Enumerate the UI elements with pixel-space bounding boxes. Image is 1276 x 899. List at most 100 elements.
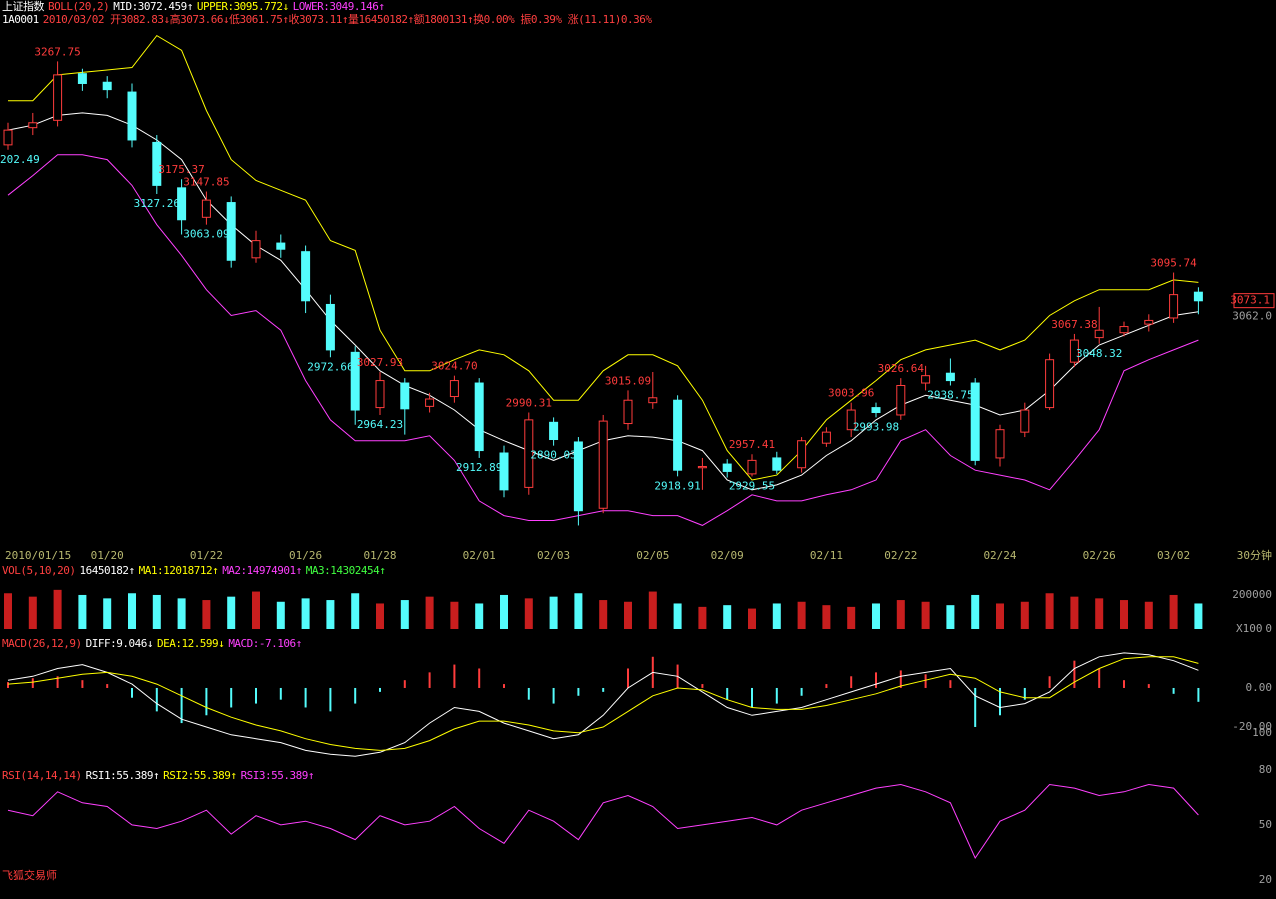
candle-body (201, 199, 211, 218)
header-item: VOL(5,10,20) (2, 564, 76, 577)
candle-body (524, 419, 534, 488)
header-item: MA2:14974901↑ (222, 564, 302, 577)
info-header: 1A0001 2010/03/02 开3082.83↓高3073.66↓低3061… (2, 13, 656, 26)
volume-bar (1169, 594, 1178, 629)
header-item: 1A0001 (2, 13, 39, 26)
candle-body (995, 429, 1005, 459)
low-label: 3048.32 (1076, 347, 1122, 360)
volume-bar (896, 600, 905, 629)
low-label: 3127.26 (134, 197, 180, 210)
volume-bar (28, 596, 37, 629)
candle-body (1144, 319, 1154, 325)
volume-bar (252, 591, 260, 629)
volume-bar (276, 601, 285, 629)
candle-body (127, 91, 137, 141)
low-label: 2964.23 (357, 418, 403, 431)
candle-body (797, 440, 807, 469)
volume-bar (400, 600, 409, 629)
y-tick-label: 0 (1265, 622, 1272, 635)
high-label: 3095.74 (1150, 257, 1197, 270)
y-tick-label: -20.00 (1232, 720, 1272, 733)
candle-body (425, 398, 435, 407)
volume-bar (599, 600, 608, 629)
volume-bar (78, 594, 87, 629)
candle-body (3, 129, 13, 146)
low-label: 2938.75 (927, 388, 973, 401)
candle-body (747, 459, 757, 475)
low-label: 3063.09 (183, 228, 229, 241)
candle-body (350, 351, 360, 411)
volume-bar (748, 608, 756, 629)
candle-body (970, 382, 980, 461)
candle-body (1045, 359, 1055, 409)
volume-bar (425, 596, 434, 629)
high-label: 3067.38 (1051, 318, 1097, 331)
y-tick-label: 80 (1259, 763, 1272, 776)
volume-bar (648, 591, 657, 629)
date-label: 02/24 (983, 549, 1016, 562)
volume-bar (549, 596, 558, 629)
volume-bar (624, 601, 632, 629)
header-item: MA3:14302454↑ (305, 564, 386, 577)
volume-bar (177, 598, 186, 629)
date-label: 2010/01/15 (5, 549, 71, 562)
date-label: 02/22 (884, 549, 917, 562)
date-label: 02/03 (537, 549, 570, 562)
last-price: 3073.1 (1230, 294, 1270, 307)
rsi-header: RSI(14,14,14) RSI1:55.389↑ RSI2:55.389↑ RSI… (2, 769, 318, 782)
candle-body (945, 372, 955, 382)
macd-header: MACD(26,12,9) DIFF:9.046↓ DEA:12.599↓ MACD:… (2, 637, 306, 650)
candle-body (474, 382, 484, 452)
candle-body (648, 397, 658, 404)
volume-bar (574, 593, 583, 629)
volume-bar (450, 601, 459, 629)
header-item: 上证指数 (2, 0, 45, 13)
header-item: UPPER:3095.772↓ (196, 0, 289, 13)
y-tick-label: 0.00 (1246, 681, 1273, 694)
high-label: 3024.70 (431, 360, 477, 373)
date-label: 02/26 (1083, 549, 1116, 562)
volume-bar (326, 600, 335, 629)
volume-bar (921, 601, 930, 629)
low-label: 2890.03 (530, 449, 576, 462)
volume-bar (152, 594, 161, 629)
volume-bar (723, 605, 732, 629)
candle-body (177, 187, 187, 221)
header-item: MACD:-7.106↑ (228, 637, 302, 650)
candle-body (623, 399, 633, 425)
candle-body (276, 242, 286, 250)
volume-bar (475, 603, 484, 629)
high-label: 3027.93 (357, 356, 403, 369)
header-item: MA1:12018712↑ (138, 564, 219, 577)
volume-bar (1095, 598, 1104, 629)
candle-body (697, 466, 707, 469)
macd-line (7, 656, 1199, 751)
volume-header: VOL(5,10,20) 16450182↑ MA1:12018712↑ MA2:14… (2, 564, 389, 577)
candle-body (28, 122, 38, 129)
brand: 飞狐交易师 (2, 868, 57, 882)
header-item: 16450182↑ (79, 564, 135, 577)
volume-unit: X100 (1236, 622, 1263, 635)
y-tick-label: 50 (1259, 818, 1272, 831)
volume-bar (1144, 601, 1153, 629)
candle-body (325, 303, 335, 351)
candle-body (821, 431, 831, 444)
volume-bar (772, 603, 781, 629)
volume-bar (128, 593, 136, 629)
candle-body (673, 399, 683, 471)
header-item: LOWER:3049.146↑ (292, 0, 385, 13)
high-label: 3015.09 (605, 374, 651, 387)
candle-body (772, 457, 782, 471)
volume-bar (822, 605, 831, 629)
low-label: 2918.91 (654, 479, 700, 492)
header-item: RSI2:55.389↑ (163, 769, 237, 782)
volume-bar (376, 603, 384, 629)
volume-bar (202, 600, 211, 629)
date-label: 01/20 (91, 549, 124, 562)
last-price-box (1233, 293, 1275, 309)
y-tick-label: 200000 (1232, 588, 1272, 601)
high-label: 2957.41 (729, 438, 775, 451)
volume-bar (872, 603, 880, 629)
candle-body (301, 251, 311, 302)
